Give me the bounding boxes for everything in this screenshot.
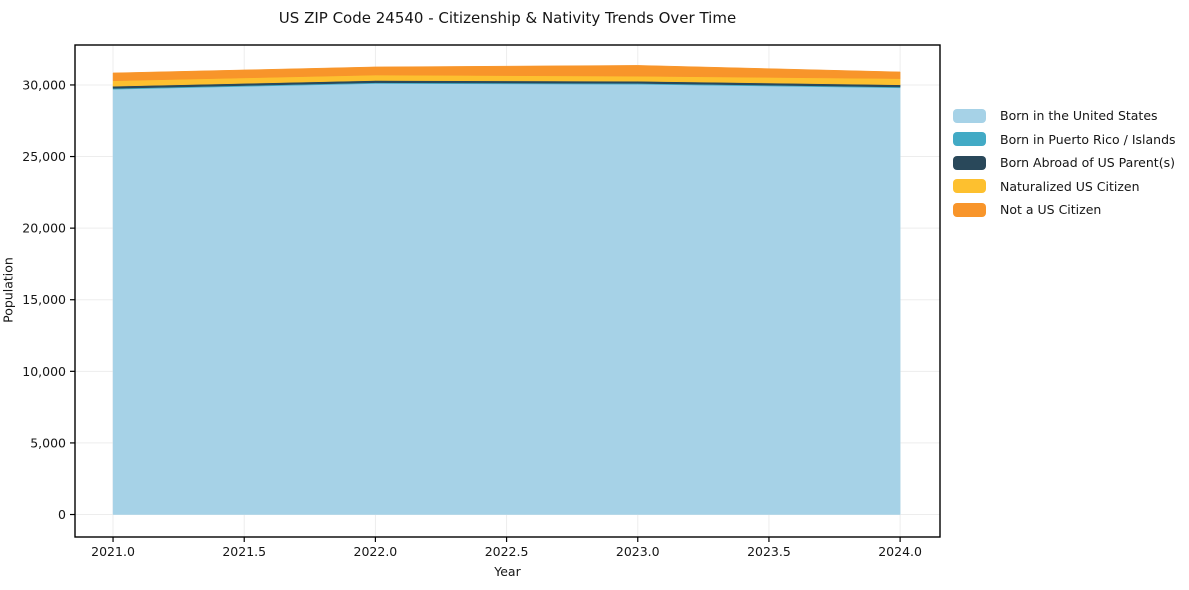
y-tick-label: 0 bbox=[58, 507, 66, 522]
legend-swatch bbox=[953, 108, 986, 123]
legend-label: Not a US Citizen bbox=[1000, 202, 1102, 218]
legend-label: Born in the United States bbox=[1000, 108, 1158, 124]
x-tick-label: 2023.0 bbox=[616, 544, 660, 559]
area-born-in-the-united-states bbox=[112, 83, 901, 515]
legend-item: Born Abroad of US Parent(s) bbox=[953, 151, 1176, 175]
legend-item: Born in the United States bbox=[953, 104, 1176, 128]
x-tick-label: 2024.0 bbox=[878, 544, 922, 559]
x-tick-label: 2021.5 bbox=[222, 544, 266, 559]
x-tick-label: 2022.0 bbox=[354, 544, 398, 559]
legend-item: Naturalized US Citizen bbox=[953, 175, 1176, 199]
y-axis-label: Population bbox=[0, 257, 16, 323]
legend-item: Not a US Citizen bbox=[953, 198, 1176, 222]
legend-label: Born Abroad of US Parent(s) bbox=[1000, 155, 1175, 171]
legend-swatch bbox=[953, 132, 986, 147]
y-tick-label: 10,000 bbox=[22, 364, 66, 379]
legend-swatch bbox=[953, 202, 986, 217]
y-tick-label: 15,000 bbox=[22, 292, 66, 307]
x-tick-label: 2022.5 bbox=[485, 544, 529, 559]
legend-label: Naturalized US Citizen bbox=[1000, 178, 1140, 194]
x-tick-label: 2023.5 bbox=[747, 544, 791, 559]
y-tick-label: 20,000 bbox=[22, 221, 66, 236]
chart-title: US ZIP Code 24540 - Citizenship & Nativi… bbox=[278, 9, 737, 27]
plot-border bbox=[74, 44, 941, 538]
legend-label: Born in Puerto Rico / Islands bbox=[1000, 131, 1176, 147]
area-not-a-us-citizen bbox=[112, 65, 901, 82]
x-axis-label: Year bbox=[494, 564, 521, 579]
legend: Born in the United States Born in Puerto … bbox=[953, 104, 1176, 222]
y-tick-label: 5,000 bbox=[30, 435, 66, 450]
x-tick-label: 2021.0 bbox=[91, 544, 135, 559]
legend-swatch bbox=[953, 155, 986, 170]
legend-item: Born in Puerto Rico / Islands bbox=[953, 128, 1176, 152]
legend-swatch bbox=[953, 179, 986, 194]
y-tick-label: 25,000 bbox=[22, 149, 66, 164]
y-tick-label: 30,000 bbox=[22, 77, 66, 92]
